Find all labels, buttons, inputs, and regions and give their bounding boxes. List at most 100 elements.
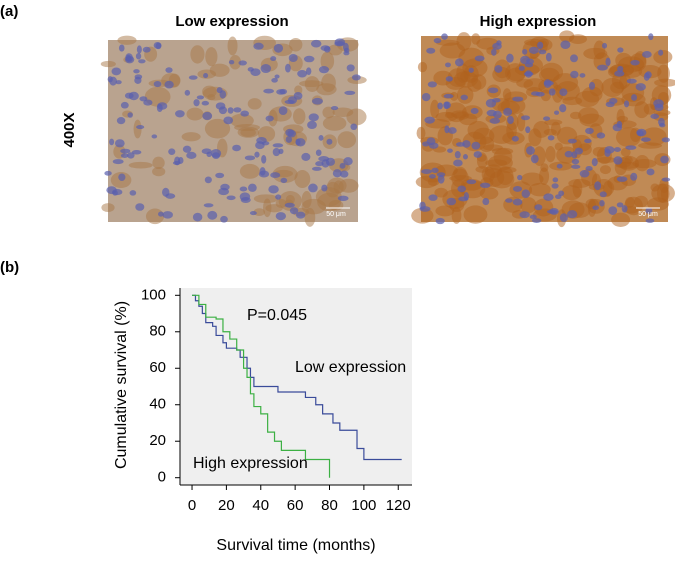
- stain: [447, 68, 468, 87]
- stain: [659, 177, 670, 193]
- nucleus: [625, 145, 637, 150]
- nucleus: [218, 187, 230, 196]
- nucleus: [601, 42, 608, 49]
- nucleus: [261, 154, 267, 164]
- nucleus: [570, 70, 579, 79]
- nucleus: [228, 59, 235, 65]
- x-tick-label: 0: [188, 497, 196, 514]
- nucleus: [591, 158, 598, 167]
- nucleus: [114, 139, 125, 148]
- stain: [611, 212, 631, 227]
- nucleus: [520, 115, 530, 121]
- nucleus: [426, 47, 436, 54]
- stain: [415, 175, 438, 189]
- nucleus: [164, 80, 174, 89]
- nucleus: [204, 176, 212, 184]
- stain: [523, 78, 547, 92]
- stain: [481, 166, 496, 183]
- nucleus: [433, 38, 442, 44]
- stain: [467, 78, 482, 92]
- nucleus: [274, 74, 280, 79]
- stain: [520, 197, 537, 214]
- nucleus: [307, 120, 317, 130]
- nucleus: [311, 166, 322, 171]
- stain: [337, 131, 357, 149]
- nucleus: [334, 41, 345, 47]
- stain: [578, 107, 599, 124]
- nucleus: [560, 40, 571, 50]
- nucleus: [120, 101, 129, 109]
- nucleus: [272, 147, 281, 157]
- nucleus: [424, 116, 435, 124]
- nucleus: [136, 125, 145, 130]
- nucleus: [265, 115, 274, 122]
- stain: [152, 166, 166, 177]
- nucleus: [326, 138, 333, 145]
- y-tick-label: 60: [149, 359, 166, 376]
- stain: [483, 144, 503, 151]
- scale-bar-label: 50 μm: [326, 211, 346, 218]
- nucleus: [285, 63, 291, 73]
- stain: [229, 55, 242, 70]
- stain: [275, 198, 287, 208]
- nucleus: [616, 176, 628, 182]
- nucleus: [642, 51, 652, 58]
- stain: [615, 161, 640, 169]
- nucleus: [244, 155, 256, 161]
- stain: [247, 98, 262, 110]
- y-tick-label: 40: [149, 396, 166, 413]
- nucleus: [548, 88, 556, 96]
- nucleus: [519, 211, 530, 219]
- nucleus: [162, 211, 173, 219]
- nucleus: [162, 187, 170, 197]
- nucleus: [259, 167, 266, 176]
- annotation: High expression: [193, 455, 308, 472]
- nucleus: [275, 212, 287, 221]
- nucleus: [507, 115, 514, 125]
- nucleus: [253, 42, 264, 50]
- nucleus: [138, 59, 146, 64]
- nucleus: [332, 169, 342, 178]
- stain: [462, 58, 488, 78]
- nucleus: [446, 197, 457, 206]
- nucleus: [511, 135, 519, 142]
- stain: [322, 115, 347, 131]
- stain: [625, 197, 635, 208]
- nucleus: [431, 167, 439, 174]
- nucleus: [585, 127, 594, 135]
- nucleus: [473, 151, 482, 158]
- nucleus: [127, 112, 133, 118]
- nucleus: [301, 152, 311, 161]
- nucleus: [308, 183, 318, 193]
- stain: [561, 185, 582, 201]
- nucleus: [280, 177, 288, 184]
- nucleus: [454, 150, 461, 159]
- nucleus: [531, 218, 542, 223]
- nucleus: [654, 103, 664, 112]
- stain: [239, 163, 260, 179]
- micrograph: [411, 30, 675, 228]
- nucleus: [661, 177, 671, 182]
- stain: [207, 94, 216, 101]
- nucleus: [275, 194, 282, 200]
- plot-background: [180, 288, 412, 485]
- nucleus: [567, 138, 577, 144]
- nucleus: [491, 48, 497, 56]
- nucleus: [287, 96, 297, 105]
- nucleus: [323, 46, 331, 53]
- nucleus: [278, 106, 288, 116]
- nucleus: [250, 68, 261, 77]
- stain: [545, 146, 556, 163]
- nucleus: [455, 142, 465, 147]
- nucleus: [186, 151, 197, 159]
- x-tick-label: 120: [386, 497, 411, 514]
- nucleus: [133, 69, 140, 74]
- nucleus: [579, 169, 590, 178]
- nucleus: [491, 98, 501, 103]
- nucleus: [321, 184, 328, 192]
- nucleus: [165, 67, 173, 73]
- nucleus: [547, 135, 555, 141]
- stain: [100, 60, 116, 68]
- stain: [263, 198, 272, 218]
- stain: [186, 107, 204, 121]
